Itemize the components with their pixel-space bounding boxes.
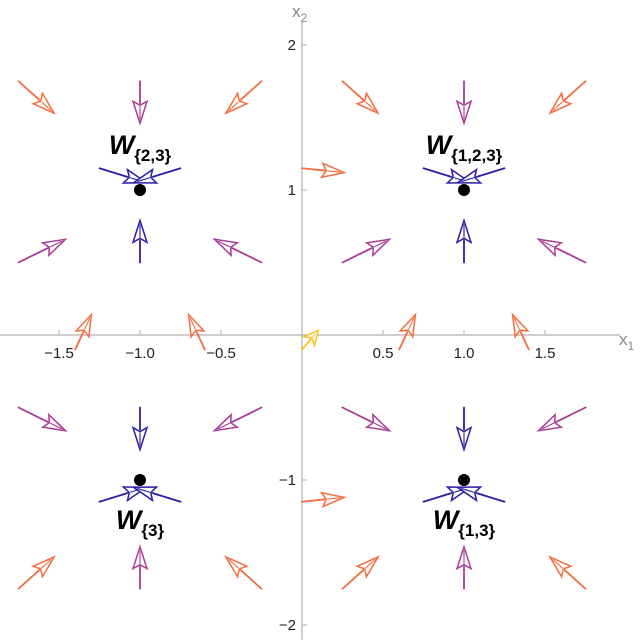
field-arrow: [536, 238, 587, 264]
fixed-point-marker: [458, 184, 470, 196]
x-tick-label: 1.5: [535, 345, 556, 362]
x-tick-label: 1.0: [454, 345, 475, 362]
fixed-point-marker: [458, 474, 470, 486]
field-arrow: [17, 406, 68, 432]
x-tick-label: −1.0: [125, 345, 155, 362]
fixed-points: W{2,3} W{1,2,3} W{3} W{1,3}: [109, 130, 503, 540]
y-tick-label: −2: [279, 617, 296, 634]
field-arrow: [224, 555, 263, 590]
x-axis-label: x1: [619, 330, 635, 353]
fixed-point-label: W{1,2,3}: [426, 130, 503, 165]
field-arrow: [455, 406, 473, 453]
y-axis-label: x2: [292, 2, 308, 25]
field-arrow: [398, 312, 417, 351]
fixed-point-label: W{3}: [116, 505, 165, 540]
x-tick-label: −0.5: [206, 345, 236, 362]
field-arrow: [131, 217, 149, 264]
fixed-point-label: W{1,3}: [433, 505, 496, 540]
field-arrow: [187, 312, 206, 351]
fixed-point-marker: [134, 474, 146, 486]
x-tick-label: 0.5: [373, 345, 394, 362]
field-arrow: [17, 80, 56, 115]
field-arrow: [455, 80, 473, 126]
arrow-field: [17, 80, 587, 590]
field-arrow: [341, 80, 380, 115]
field-arrow: [548, 555, 587, 590]
field-arrow: [17, 238, 68, 264]
ticks: −1.5 −1.0 −0.5 0.5 1.0 1.5 −2 −1 1 2: [44, 37, 555, 634]
field-arrow: [455, 544, 473, 590]
field-arrow: [341, 555, 380, 590]
field-arrow: [212, 238, 263, 264]
y-tick-label: −1: [279, 472, 296, 489]
field-arrow: [341, 406, 392, 432]
field-arrow: [511, 312, 530, 351]
field-arrow: [74, 312, 93, 351]
field-arrow: [301, 161, 347, 179]
field-arrow: [548, 80, 587, 115]
field-arrow: [212, 406, 263, 432]
field-arrow: [455, 167, 506, 184]
field-arrow: [131, 486, 182, 503]
x-tick-label: −1.5: [44, 345, 74, 362]
field-arrow: [17, 555, 56, 590]
field-arrow: [131, 80, 149, 126]
fixed-point-label: W{2,3}: [109, 130, 172, 165]
y-tick-label: 1: [288, 182, 296, 199]
field-arrow: [131, 544, 149, 590]
field-arrow: [536, 406, 587, 432]
field-arrow: [301, 491, 347, 509]
fixed-point-marker: [134, 184, 146, 196]
y-tick-label: 2: [288, 37, 296, 54]
field-arrow: [131, 167, 182, 184]
field-arrow: [224, 80, 263, 115]
field-arrow: [301, 329, 320, 351]
field-arrow: [131, 406, 149, 453]
field-arrow: [341, 238, 392, 264]
field-arrow: [455, 486, 506, 503]
field-arrow: [455, 217, 473, 264]
